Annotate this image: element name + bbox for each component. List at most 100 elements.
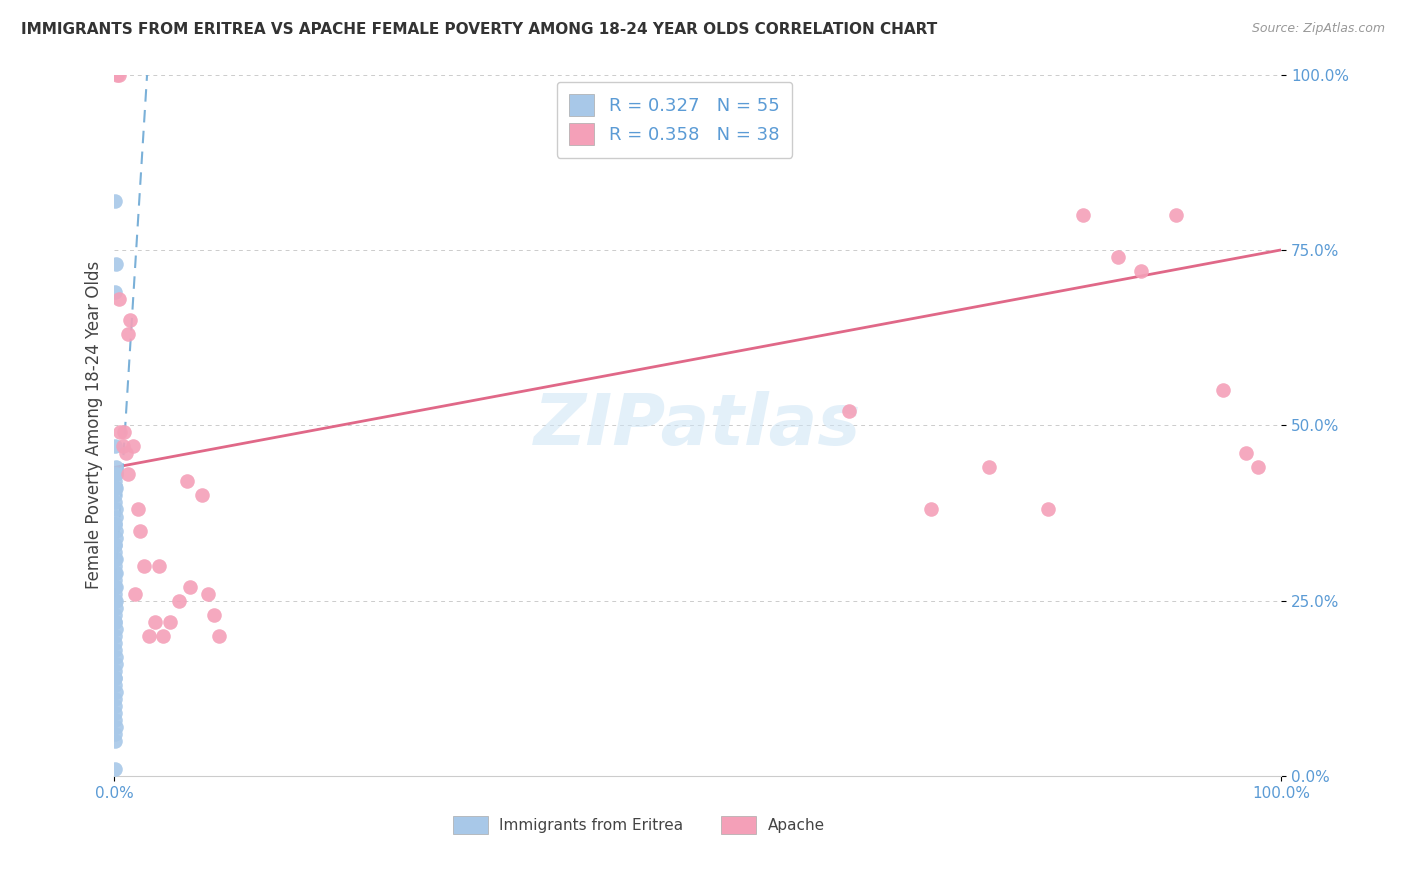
Point — [104, 537, 127, 551]
Point — [104, 516, 127, 531]
Y-axis label: Female Poverty Among 18-24 Year Olds: Female Poverty Among 18-24 Year Olds — [86, 261, 103, 590]
Point — [108, 68, 131, 82]
Point — [127, 502, 149, 516]
Point — [104, 685, 127, 699]
Point — [1130, 264, 1153, 278]
Point — [115, 446, 138, 460]
Point — [104, 194, 127, 208]
Point — [104, 580, 127, 594]
Point — [104, 607, 127, 622]
Point — [104, 671, 127, 685]
Point — [104, 537, 127, 551]
FancyBboxPatch shape — [721, 816, 756, 834]
Point — [104, 600, 127, 615]
Point — [104, 587, 127, 601]
Point — [167, 593, 190, 607]
Point — [104, 671, 127, 685]
Point — [104, 713, 127, 727]
Point — [159, 615, 181, 629]
Text: Immigrants from Eritrea: Immigrants from Eritrea — [499, 818, 683, 833]
Point — [104, 622, 127, 636]
Point — [104, 636, 127, 650]
Point — [104, 615, 127, 629]
Point — [920, 502, 942, 516]
Point — [104, 706, 127, 720]
Point — [838, 404, 860, 418]
Point — [104, 551, 127, 566]
Point — [104, 727, 127, 741]
Point — [104, 573, 127, 587]
Point — [1071, 208, 1094, 222]
Point — [1212, 383, 1234, 397]
Point — [104, 615, 127, 629]
Point — [104, 649, 127, 664]
Point — [148, 558, 170, 573]
Point — [104, 544, 127, 558]
Point — [202, 607, 225, 622]
Point — [104, 698, 127, 713]
Point — [104, 439, 127, 453]
Text: Source: ZipAtlas.com: Source: ZipAtlas.com — [1251, 22, 1385, 36]
Text: Apache: Apache — [768, 818, 825, 833]
Point — [108, 292, 131, 306]
Point — [104, 692, 127, 706]
Point — [104, 762, 127, 776]
Text: ZIPatlas: ZIPatlas — [534, 391, 862, 459]
Point — [104, 566, 127, 580]
Point — [104, 593, 127, 607]
Point — [104, 657, 127, 671]
Point — [104, 593, 127, 607]
Point — [104, 558, 127, 573]
Point — [104, 502, 127, 516]
Point — [104, 551, 127, 566]
Legend: R = 0.327   N = 55, R = 0.358   N = 38: R = 0.327 N = 55, R = 0.358 N = 38 — [557, 81, 793, 158]
Point — [1247, 460, 1270, 475]
Point — [104, 566, 127, 580]
Point — [143, 615, 166, 629]
Point — [138, 629, 160, 643]
Point — [104, 488, 127, 502]
Point — [117, 467, 139, 482]
Point — [104, 475, 127, 489]
Point — [1036, 502, 1059, 516]
Point — [104, 516, 127, 531]
Point — [132, 558, 155, 573]
Point — [104, 531, 127, 545]
Point — [197, 587, 219, 601]
Point — [105, 68, 128, 82]
Point — [117, 327, 139, 342]
Text: IMMIGRANTS FROM ERITREA VS APACHE FEMALE POVERTY AMONG 18-24 YEAR OLDS CORRELATI: IMMIGRANTS FROM ERITREA VS APACHE FEMALE… — [21, 22, 938, 37]
Point — [152, 629, 174, 643]
Point — [105, 467, 128, 482]
Point — [1107, 250, 1129, 264]
Point — [208, 629, 231, 643]
Point — [104, 460, 127, 475]
Point — [104, 734, 127, 748]
Point — [122, 439, 145, 453]
Point — [179, 580, 201, 594]
Point — [1234, 446, 1257, 460]
Point — [104, 467, 127, 482]
Point — [1164, 208, 1187, 222]
Point — [124, 587, 146, 601]
Point — [104, 678, 127, 692]
FancyBboxPatch shape — [453, 816, 488, 834]
Point — [979, 460, 1001, 475]
Point — [191, 488, 214, 502]
Point — [104, 629, 127, 643]
Point — [104, 580, 127, 594]
Point — [111, 439, 134, 453]
Point — [104, 285, 127, 299]
Point — [104, 257, 127, 271]
Point — [112, 425, 135, 440]
Point — [104, 664, 127, 678]
Point — [176, 475, 198, 489]
Point — [118, 313, 141, 327]
Point — [104, 482, 127, 496]
Point — [104, 720, 127, 734]
Point — [104, 524, 127, 538]
Point — [104, 495, 127, 509]
Point — [129, 524, 152, 538]
Point — [104, 642, 127, 657]
Point — [110, 425, 132, 440]
